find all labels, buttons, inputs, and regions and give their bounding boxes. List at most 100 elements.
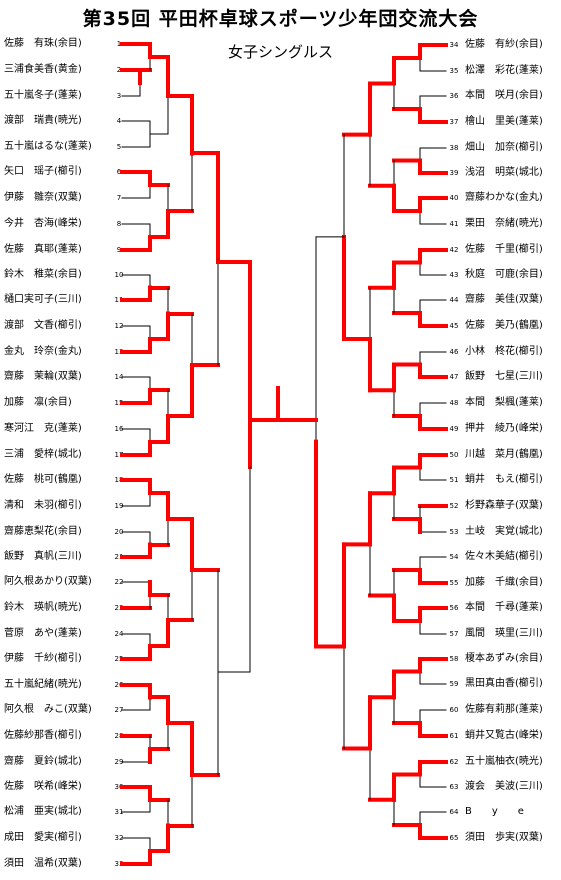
seed-number: 21 [114,553,124,561]
player-entry: 59 黒田真由香(櫛引) [447,678,561,690]
player-name: 佐藤 桃可(鶴凰) [4,474,82,485]
player-name: 佐藤 千里(櫛引) [465,244,543,255]
player-name: 阿久根あかり(双葉) [4,576,92,587]
player-entry: 48 本間 梨楓(蓬莱) [447,397,561,409]
seed-number: 2 [116,66,122,74]
player-entry: 40 齋藤わかな(金丸) [447,192,561,204]
player-entry: 55 加藤 千織(余目) [447,577,561,589]
seed-number: 31 [114,808,124,816]
player-name: 成田 愛実(櫛引) [4,832,82,843]
player-name: 渡会 美波(三川) [465,781,543,792]
player-entry: 矢口 瑶子(櫛引) 6 [4,166,126,178]
player-entry: 阿久根あかり(双葉) 22 [4,576,126,588]
seed-number: 62 [449,758,459,766]
seed-number: 6 [116,168,122,176]
player-name: 秋庭 可鹿(余目) [465,269,543,280]
player-entry: 三浦食美香(黄金) 2 [4,64,126,76]
seed-number: 50 [449,451,459,459]
player-name: 加藤 凛(余目) [4,397,72,408]
seed-number: 1 [116,40,122,48]
player-name: 五十嵐冬子(蓬莱) [4,90,82,101]
player-entry: 60 佐藤有莉那(蓬莱) [447,704,561,716]
player-name: 栗田 奈緒(暁光) [465,218,543,229]
seed-number: 27 [114,706,124,714]
player-name: 小林 柊花(櫛引) [465,346,543,357]
seed-number: 63 [449,783,459,791]
player-entry: 佐藤 真耶(蓬莱) 9 [4,244,126,256]
player-name: 齋藤 茉輪(双葉) [4,371,82,382]
player-name: 齋藤恵梨花(余目) [4,526,82,537]
seed-number: 39 [449,169,459,177]
seed-number: 57 [449,630,459,638]
player-name: 檜山 里美(蓬莱) [465,116,543,127]
seed-number: 4 [116,117,122,125]
seed-number: 58 [449,655,459,663]
player-entry: 65 須田 歩実(双葉) [447,832,561,844]
seed-number: 52 [449,502,459,510]
seed-number: 38 [449,144,459,152]
player-entry: 38 畑山 加奈(櫛引) [447,142,561,154]
seed-number: 16 [114,425,124,433]
player-entry: 五十嵐冬子(蓬莱) 3 [4,90,126,102]
seed-number: 36 [449,92,459,100]
player-entry: 54 佐々木美結(櫛引) [447,551,561,563]
player-name: 三浦食美香(黄金) [4,64,82,75]
player-entry: 齋藤 茉輪(双葉) 14 [4,371,126,383]
player-entry: 63 渡会 美波(三川) [447,781,561,793]
player-name: 土岐 実覚(城北) [465,526,543,537]
player-name: 樋口実可子(三川) [4,294,82,305]
seed-number: 18 [114,476,124,484]
seed-number: 28 [114,732,124,740]
player-entry: 56 本間 千尋(蓬莱) [447,602,561,614]
player-entry: 50 川越 菜月(鶴凰) [447,449,561,461]
player-entry: 三浦 愛梓(城北) 17 [4,449,126,461]
player-name: 阿久根 みこ(双葉) [4,704,92,715]
player-entry: 五十嵐はるな(蓬莱) 5 [4,141,126,153]
player-name: 五十嵐はるな(蓬莱) [4,141,92,152]
seed-number: 42 [449,246,459,254]
player-name: 五十嵐紀緒(暁光) [4,679,82,690]
player-entry: 伊藤 千紗(櫛引) 25 [4,653,126,665]
player-entry: 61 蛸井又覧古(峰栄) [447,730,561,742]
player-name: 齋藤 美佳(双葉) [465,294,543,305]
player-name: 本間 梨楓(蓬莱) [465,397,543,408]
player-entry: 62 五十嵐柚衣(暁光) [447,756,561,768]
player-entry: 成田 愛実(櫛引) 32 [4,832,126,844]
player-entry: 齋藤恵梨花(余目) 20 [4,526,126,538]
player-name: 佐藤 美乃(鶴凰) [465,320,543,331]
seed-number: 5 [116,143,122,151]
player-entry: 今井 杏海(峰栄) 8 [4,218,126,230]
player-name: 佐藤 真耶(蓬莱) [4,244,82,255]
player-entry: 43 秋庭 可鹿(余目) [447,269,561,281]
player-name: 今井 杏海(峰栄) [4,218,82,229]
seed-number: 9 [116,246,122,254]
player-name: 黒田真由香(櫛引) [465,678,543,689]
player-entry: 36 本間 咲月(余目) [447,90,561,102]
seed-number: 35 [449,67,459,75]
player-entry: 寒河江 克(蓬莱) 16 [4,423,126,435]
player-name: 畑山 加奈(櫛引) [465,142,543,153]
player-name: 蛸井 もえ(櫛引) [465,474,543,485]
player-entry: 加藤 凛(余目) 15 [4,397,126,409]
player-entry: 菅原 あや(蓬莱) 24 [4,628,126,640]
player-name: 風間 瑛里(三川) [465,628,543,639]
player-entry: 46 小林 柊花(櫛引) [447,346,561,358]
player-name: 五十嵐柚衣(暁光) [465,756,543,767]
seed-number: 41 [449,220,459,228]
seed-number: 34 [449,41,459,49]
seed-number: 29 [114,758,124,766]
player-name: B y e [465,806,524,817]
seed-number: 48 [449,399,459,407]
player-entry: 42 佐藤 千里(櫛引) [447,244,561,256]
player-name: 鈴木 稚菜(余目) [4,269,82,280]
seed-number: 7 [116,194,122,202]
seed-number: 56 [449,604,459,612]
player-entry: 39 浅沼 明菜(城北) [447,167,561,179]
player-name: 佐藤 有珠(余目) [4,38,82,49]
seed-number: 47 [449,373,459,381]
player-name: 飯野 七星(三川) [465,371,543,382]
seed-number: 45 [449,322,459,330]
player-name: 渡部 瑞貴(暁光) [4,115,82,126]
player-name: 佐々木美結(櫛引) [465,551,543,562]
seed-number: 43 [449,271,459,279]
